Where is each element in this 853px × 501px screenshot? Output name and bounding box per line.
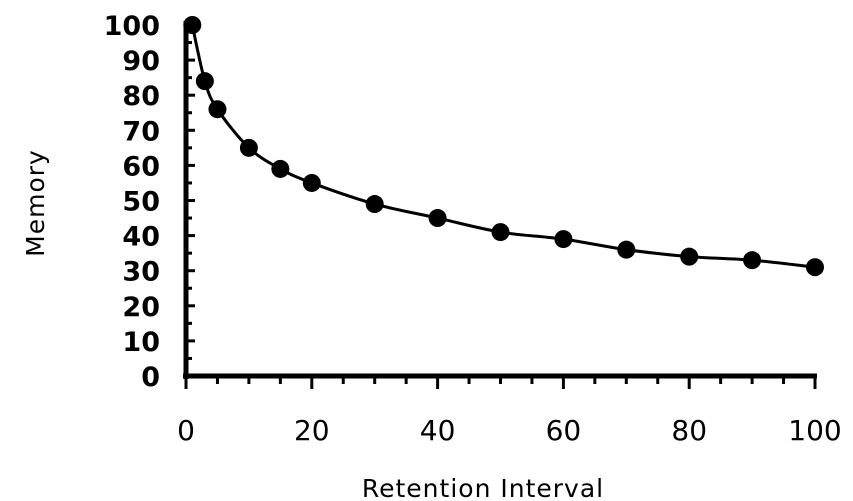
data-point — [554, 230, 573, 249]
y-tick-label: 60 — [122, 151, 160, 182]
data-point — [195, 72, 214, 91]
y-tick-label: 100 — [104, 11, 160, 42]
y-tick-label: 30 — [122, 257, 160, 288]
x-tick-label: 0 — [177, 414, 195, 447]
data-point — [183, 16, 202, 34]
y-tick-label: 50 — [122, 187, 160, 218]
x-tick-label: 60 — [546, 414, 582, 447]
y-tick-label: 20 — [122, 292, 160, 323]
y-tick-label: 40 — [122, 222, 160, 253]
data-point — [806, 258, 824, 277]
y-tick-label: 0 — [141, 362, 160, 393]
data-point — [365, 195, 384, 214]
data-point — [428, 209, 447, 228]
data-point — [680, 247, 699, 266]
data-point — [743, 251, 762, 270]
series-group — [183, 16, 824, 277]
x-tick-labels: 0 20 40 60 80 100 — [177, 414, 842, 447]
y-tick-label: 90 — [122, 46, 160, 77]
data-point — [239, 138, 258, 157]
x-tick-label: 40 — [420, 414, 456, 447]
data-point — [491, 223, 510, 242]
x-tick-label: 100 — [788, 414, 841, 447]
x-axis-title: Retention Interval — [362, 474, 604, 501]
y-tick-label: 80 — [122, 81, 160, 112]
x-tick-label: 80 — [671, 414, 707, 447]
y-tick-labels: 0 10 20 30 40 50 60 70 80 90 100 — [104, 11, 160, 393]
data-point — [208, 100, 227, 119]
y-tick-label: 10 — [122, 327, 160, 358]
y-tick-label: 70 — [122, 116, 160, 147]
data-point — [302, 173, 321, 192]
x-tick-label: 20 — [294, 414, 330, 447]
data-point — [271, 159, 290, 178]
data-point — [617, 240, 636, 259]
y-axis-title: Memory — [21, 149, 50, 257]
axes — [183, 21, 817, 389]
